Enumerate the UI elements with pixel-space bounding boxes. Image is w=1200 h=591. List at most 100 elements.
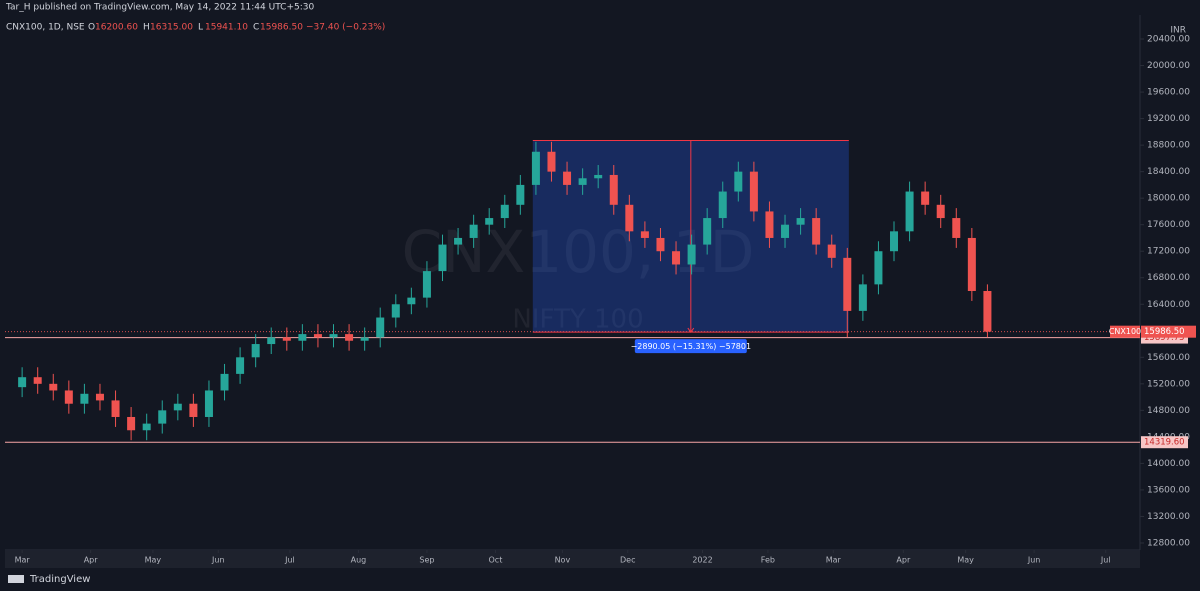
candle-body: [578, 178, 587, 185]
x-tick-label: Mar: [15, 556, 31, 565]
legend-text: CNX100, 1D, NSE: [6, 23, 85, 33]
y-tick-label: 13600.00: [1147, 485, 1190, 495]
currency: INR: [1170, 26, 1186, 36]
candle-body: [485, 218, 494, 225]
y-tick-label: 15200.00: [1147, 379, 1190, 389]
candle-body: [765, 211, 774, 238]
y-tick-label: 18800.00: [1147, 141, 1190, 151]
candle-body: [158, 410, 167, 424]
candle-body: [127, 416, 136, 431]
candle-body: [142, 423, 151, 431]
last-price-label: 15986.50: [1144, 327, 1185, 337]
x-tick-label: Sep: [419, 556, 434, 565]
candle-body: [563, 171, 572, 185]
candle-body: [967, 237, 976, 292]
candle-body: [843, 257, 852, 311]
x-tick-label: Jul: [1100, 556, 1111, 565]
candle-body: [80, 393, 89, 404]
measure-arrowhead: [687, 327, 695, 333]
candle-body: [672, 251, 681, 265]
y-tick-label: 16800.00: [1147, 273, 1190, 283]
candle-body: [625, 204, 634, 232]
legend-value: 15986.50: [260, 23, 303, 33]
candle-body: [703, 218, 712, 245]
x-tick-label: Mar: [826, 556, 842, 565]
y-tick-label: 16400.00: [1147, 300, 1190, 310]
candle-body: [236, 357, 245, 374]
candle-body: [33, 377, 42, 384]
legend-key: C: [253, 23, 259, 33]
candle-body: [921, 191, 930, 205]
y-tick-label: 19200.00: [1147, 114, 1190, 124]
horizontal-line-tag: [1141, 436, 1188, 449]
legend-value: 16200.60: [95, 23, 138, 33]
x-tick-label: Nov: [555, 556, 571, 565]
candle-body: [313, 334, 322, 338]
legend-value: 15941.10: [205, 23, 248, 33]
candle-body: [905, 191, 914, 232]
y-tick-label: 20400.00: [1147, 35, 1190, 45]
last-price-tag: [1141, 325, 1196, 338]
y-tick-label: 13200.00: [1147, 512, 1190, 522]
candle-body: [407, 297, 416, 305]
y-tick-label: 18000.00: [1147, 194, 1190, 204]
candle-body: [422, 271, 431, 298]
candle-body: [345, 334, 354, 341]
candle-body: [827, 244, 836, 258]
time-axis-bar: [5, 551, 1140, 568]
candle-body: [936, 204, 945, 219]
candle-body: [547, 151, 556, 172]
candle-body: [531, 151, 540, 185]
candle-body: [204, 390, 213, 417]
candle-body: [391, 304, 400, 318]
candle-body: [267, 337, 276, 345]
y-tick-label: 17600.00: [1147, 220, 1190, 230]
y-tick-label: 14800.00: [1147, 406, 1190, 416]
measure-label-box: [634, 339, 747, 354]
brand-logo: [8, 575, 24, 583]
publish-info: Tar_H published on TradingView.com, May …: [5, 3, 314, 13]
x-tick-label: Oct: [489, 556, 503, 565]
candle-body: [220, 373, 229, 391]
candle-body: [796, 218, 805, 225]
candle-body: [734, 171, 743, 192]
candle-body: [469, 224, 478, 238]
legend-value: 16315.00: [150, 23, 193, 33]
candle-body: [656, 237, 665, 252]
candle-body: [858, 284, 867, 311]
x-tick-label: Dec: [620, 556, 635, 565]
x-tick-label: Apr: [896, 556, 911, 565]
candle-body: [781, 224, 790, 238]
candle-body: [500, 204, 509, 219]
measure-label: −2890.05 (−15.31%) −57801: [631, 342, 751, 351]
x-tick-label: Apr: [84, 556, 99, 565]
horizontal-line-label: 14319.60: [1144, 438, 1185, 448]
watermark-sub: NIFTY 100: [512, 305, 643, 335]
y-tick-label: 12800.00: [1147, 538, 1190, 548]
y-tick-label: 19600.00: [1147, 88, 1190, 98]
horizontal-line-label: 15897.75: [1144, 333, 1185, 343]
candle-body: [18, 377, 27, 388]
candle-body: [718, 191, 727, 219]
last-price-symbol: CNX100: [1109, 327, 1141, 336]
candle-body: [329, 334, 338, 338]
x-tick-label: Jun: [211, 556, 225, 565]
candle-body: [516, 184, 525, 205]
candle-body: [890, 231, 899, 252]
y-tick-label: 17200.00: [1147, 247, 1190, 257]
candle-body: [812, 218, 821, 245]
legend-key: L: [198, 23, 203, 33]
x-tick-label: May: [145, 556, 162, 565]
candle-body: [952, 218, 961, 238]
candle-body: [251, 344, 260, 358]
candle-body: [111, 400, 120, 417]
x-tick-label: Aug: [351, 556, 367, 565]
candle-body: [749, 171, 758, 212]
candle-body: [640, 231, 649, 238]
candle-body: [189, 403, 198, 417]
x-tick-label: Jun: [1027, 556, 1041, 565]
x-tick-label: Jul: [284, 556, 295, 565]
y-tick-label: 14000.00: [1147, 459, 1190, 469]
